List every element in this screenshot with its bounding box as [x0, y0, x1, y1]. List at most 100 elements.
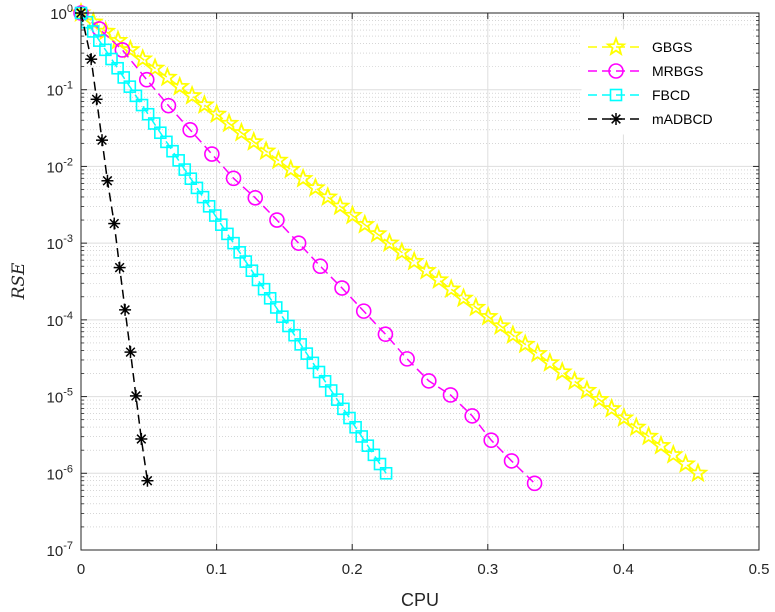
series-gbgs [70, 1, 709, 483]
legend-marker-madbcd [610, 113, 622, 125]
legend-marker-mrbgs [608, 63, 624, 79]
legend-item-madbcd: mADBCD [588, 111, 713, 127]
data-point-mrbgs [421, 373, 437, 389]
data-point-gbgs [490, 314, 512, 335]
series-line-madbcd [80, 12, 149, 481]
data-point-gbgs [440, 278, 462, 299]
data-point-mrbgs [442, 387, 459, 403]
data-point-gbgs [465, 296, 487, 317]
legend-item-fbcd: FBCD [588, 87, 690, 103]
legend-label-fbcd: FBCD [652, 87, 690, 103]
axis-ticks [80, 12, 760, 551]
data-point-gbgs [193, 93, 215, 115]
data-point-madbcd [108, 217, 121, 230]
data-point-fbcd [379, 466, 393, 480]
data-point-gbgs [341, 204, 364, 225]
data-point-gbgs [601, 397, 623, 418]
data-point-gbgs [354, 213, 376, 234]
data-point-gbgs [391, 241, 413, 262]
data-point-gbgs [119, 38, 141, 59]
data-point-gbgs [267, 149, 289, 170]
y-tick-label: 10-7 [47, 540, 73, 560]
data-point-gbgs [304, 176, 326, 197]
data-point-gbgs [144, 57, 166, 78]
legend: GBGS MRBGS FBCD mADBCD [581, 29, 753, 135]
data-point-gbgs [613, 406, 635, 428]
data-point-gbgs [539, 351, 561, 372]
data-point-gbgs [181, 84, 203, 105]
x-axis-title: CPU [401, 590, 439, 610]
data-point-gbgs [675, 452, 697, 473]
legend-label-madbcd: mADBCD [652, 111, 713, 127]
plot-frame [80, 12, 760, 551]
data-point-gbgs [403, 250, 425, 271]
data-point-mrbgs [290, 235, 307, 251]
data-point-gbgs [329, 195, 351, 216]
data-point-mrbgs [503, 453, 520, 469]
data-point-madbcd [85, 53, 98, 66]
data-point-mrbgs [138, 71, 155, 88]
data-point-gbgs [366, 222, 388, 243]
data-point-gbgs [588, 388, 610, 409]
y-tick-label: 10-2 [47, 156, 73, 176]
y-tick-label: 10-1 [47, 80, 73, 100]
data-point-mrbgs [225, 170, 242, 187]
legend-marker-gbgs [605, 35, 627, 56]
y-tick-label: 10-3 [47, 233, 73, 253]
data-point-mrbgs [464, 408, 481, 424]
data-point-gbgs [502, 324, 524, 345]
data-point-mrbgs [399, 351, 415, 367]
data-point-madbcd [135, 432, 148, 445]
legend-label-mrbgs: MRBGS [652, 63, 703, 79]
data-point-madbcd [90, 93, 103, 106]
data-point-mrbgs [160, 97, 177, 114]
data-point-mrbgs [204, 146, 220, 162]
data-point-madbcd [101, 174, 114, 187]
data-point-gbgs [243, 130, 265, 151]
data-point-mrbgs [334, 280, 350, 296]
y-axis-title: RSE [9, 262, 29, 300]
x-tick-label: 0.3 [477, 561, 498, 578]
y-tick-labels: 10-7 10-6 10-5 10-4 10-3 10-2 10-1 100 [47, 3, 73, 560]
data-point-mrbgs [269, 212, 285, 228]
data-point-gbgs [230, 121, 252, 142]
data-point-madbcd [124, 346, 137, 359]
x-tick-label: 0 [77, 561, 85, 578]
data-point-mrbgs [526, 475, 543, 492]
data-point-gbgs [169, 75, 191, 96]
data-point-gbgs [576, 379, 598, 400]
data-point-mrbgs [355, 303, 372, 319]
x-tick-labels: 0 0.1 0.2 0.3 0.4 0.5 [77, 561, 770, 578]
data-point-mrbgs [312, 258, 329, 275]
legend-label-gbgs: GBGS [652, 39, 692, 55]
data-point-gbgs [564, 370, 586, 391]
data-point-gbgs [514, 333, 536, 354]
data-point-gbgs [378, 232, 401, 253]
series-line-mrbgs [80, 12, 536, 484]
y-tick-label: 10-4 [47, 310, 73, 330]
y-tick-label: 10-6 [47, 463, 73, 483]
x-tick-label: 0.4 [613, 561, 634, 578]
series-mrbgs [73, 5, 543, 492]
y-tick-label: 100 [50, 3, 73, 23]
data-point-gbgs [662, 443, 684, 464]
data-point-madbcd [119, 303, 132, 316]
data-point-madbcd [113, 261, 126, 274]
data-point-gbgs [625, 416, 647, 437]
legend-item-mrbgs: MRBGS [588, 63, 703, 79]
data-point-gbgs [255, 140, 277, 161]
data-point-gbgs [650, 434, 672, 455]
data-point-gbgs [428, 268, 450, 289]
data-point-mrbgs [182, 122, 198, 138]
data-point-gbgs [687, 462, 709, 483]
data-point-gbgs [415, 259, 438, 280]
data-point-gbgs [452, 287, 475, 308]
data-point-gbgs [156, 66, 178, 87]
data-point-gbgs [551, 360, 573, 381]
data-point-mrbgs [247, 189, 264, 206]
minor-grid [81, 16, 759, 528]
data-point-gbgs [132, 47, 154, 68]
data-point-mrbgs [483, 432, 499, 448]
data-point-gbgs [206, 103, 228, 124]
